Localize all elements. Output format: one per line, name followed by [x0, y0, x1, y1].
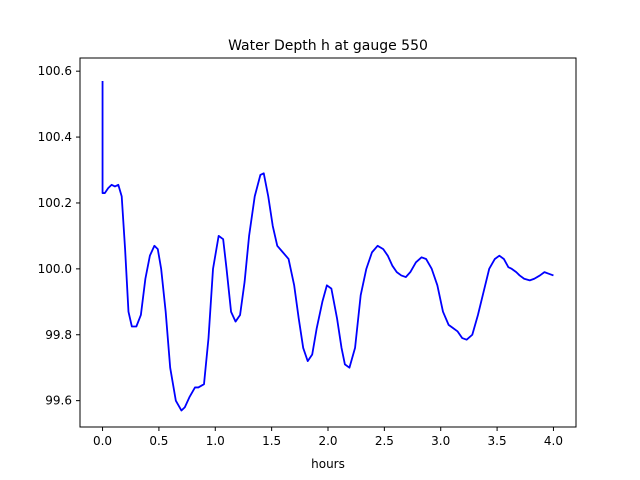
series-line-0	[101, 81, 554, 412]
x-tick-label: 4.0	[544, 434, 563, 448]
y-tick-label: 100.0	[38, 262, 72, 276]
x-tick-label: 3.5	[488, 434, 507, 448]
chart-title: Water Depth h at gauge 550	[228, 38, 428, 54]
y-tick-label: 100.4	[38, 130, 72, 144]
x-tick-label: 2.0	[318, 434, 337, 448]
y-tick-label: 99.8	[45, 328, 72, 342]
x-axis-label: hours	[311, 457, 345, 471]
x-tick-label: 0.5	[149, 434, 168, 448]
plot-area: 0.0 0.5 1.0 1.5 2.0 2.5 3.0 3.5 4.0 99.6 99.8 100.0…	[38, 57, 577, 448]
x-tick-label: 1.5	[262, 434, 281, 448]
y-tick-label: 99.6	[45, 394, 72, 408]
y-tick-label: 100.2	[38, 196, 72, 210]
x-tick-label: 1.0	[206, 434, 225, 448]
x-tick-label: 3.0	[431, 434, 450, 448]
plot-frame	[79, 57, 577, 428]
x-tick-label: 0.0	[93, 434, 112, 448]
y-tick-label: 100.6	[38, 64, 72, 78]
x-tick-label: 2.5	[375, 434, 394, 448]
